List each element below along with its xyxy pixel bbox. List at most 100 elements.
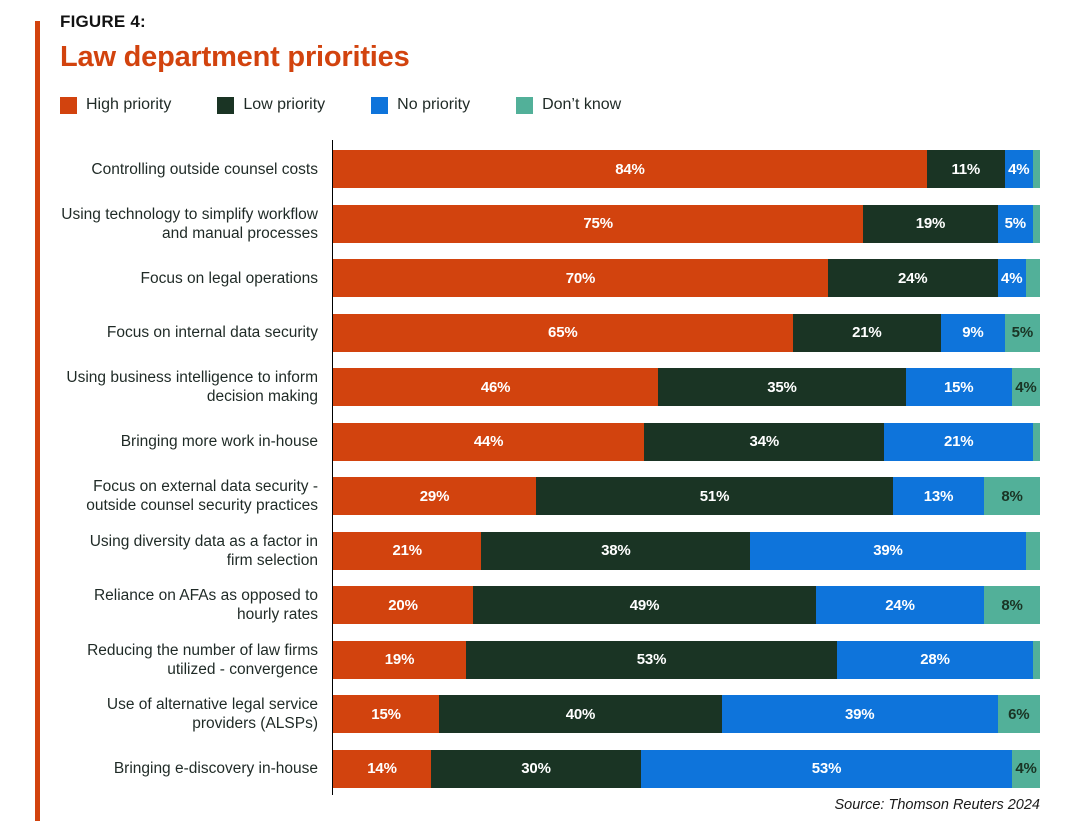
bar-track: 44% 34% 21%: [333, 422, 1040, 461]
bar-segment-no-priority: 28%: [837, 640, 1033, 679]
legend-label: Low priority: [243, 96, 326, 113]
bar-segment-no-priority: 5%: [997, 204, 1033, 243]
category-label: Focus on external data security - outsid…: [86, 478, 318, 514]
segment-value-label: 21%: [943, 433, 974, 450]
axis-line: [332, 140, 333, 795]
segment-value-label: 19%: [915, 215, 946, 232]
segment-value-label: 14%: [367, 760, 397, 777]
chart-row: Focus on legal operations 70% 24% 4%: [60, 259, 1040, 297]
segment-value-label: 4%: [1015, 378, 1037, 396]
segment-value-label: 21%: [392, 542, 423, 559]
chart-row: Bringing more work in-house 44% 34% 21%: [60, 422, 1040, 461]
bar-segment-high-priority: 21%: [333, 531, 482, 570]
category-label: Use of alternative legal service provide…: [106, 696, 318, 732]
segment-value-label: 75%: [583, 215, 613, 232]
category-label: Using business intelligence to inform de…: [66, 369, 318, 405]
accent-bar: [35, 21, 40, 821]
bar-segment-low-priority: 51%: [536, 477, 893, 515]
bar-segment-don-t-know: [1032, 204, 1040, 243]
category-label: Using technology to simplify workflow an…: [61, 205, 318, 242]
segment-value-label: 9%: [962, 324, 984, 341]
chart-row: Focus on external data security - outsid…: [60, 477, 1040, 515]
segment-value-label: 19%: [384, 651, 415, 668]
legend-item: No priority: [371, 96, 470, 114]
bar-segment-no-priority: 4%: [997, 259, 1026, 297]
bar-segment-no-priority: 53%: [641, 749, 1012, 788]
segment-value-label: 8%: [1001, 487, 1023, 505]
bar-segment-high-priority: 46%: [333, 368, 659, 406]
category-label: Reliance on AFAs as opposed to hourly ra…: [93, 587, 318, 623]
segment-value-label: 53%: [811, 760, 842, 777]
bar-segment-low-priority: 53%: [466, 640, 837, 679]
legend: High priority Low priority No priority Don’…: [60, 96, 1040, 114]
legend-swatch-icon: [217, 96, 235, 114]
segment-value-label: 35%: [767, 378, 797, 396]
category-label: Bringing e-discovery in-house: [113, 760, 318, 777]
bar-track: 20% 49% 24% 8%: [333, 586, 1040, 624]
bar-segment-low-priority: 34%: [644, 422, 885, 461]
category-label: Using diversity data as a factor in firm…: [89, 532, 318, 569]
bar-segment-don-t-know: 8%: [984, 477, 1040, 515]
category-label: Bringing more work in-house: [120, 433, 318, 450]
bar-segment-high-priority: 84%: [333, 150, 927, 188]
bar-segment-no-priority: 9%: [941, 313, 1005, 352]
segment-value-label: 49%: [629, 596, 660, 614]
bar-segment-don-t-know: 6%: [997, 695, 1040, 733]
category-label: Reducing the number of law firms utilize…: [87, 641, 318, 678]
segment-value-label: 84%: [615, 160, 645, 178]
category-label: Focus on internal data security: [106, 324, 318, 341]
segment-value-label: 28%: [920, 651, 950, 668]
bar-segment-low-priority: 19%: [863, 204, 998, 243]
bar-segment-don-t-know: [1032, 150, 1040, 188]
segment-value-label: 24%: [885, 596, 915, 614]
segment-value-label: 65%: [548, 324, 578, 341]
legend-label: Don’t know: [542, 96, 622, 113]
bar-track: 46% 35% 15% 4%: [333, 368, 1040, 406]
legend-swatch-icon: [60, 96, 77, 114]
legend-swatch-icon: [516, 96, 534, 114]
bar-track: 75% 19% 5%: [333, 204, 1040, 243]
bar-segment-don-t-know: 4%: [1012, 749, 1040, 788]
segment-value-label: 70%: [565, 269, 596, 287]
segment-value-label: 29%: [419, 487, 450, 505]
figure-title: Law department priorities: [60, 41, 410, 73]
bar-track: 14% 30% 53% 4%: [333, 749, 1040, 788]
source-note: Source: Thomson Reuters 2024: [834, 797, 1040, 813]
bar-track: 84% 11% 4%: [333, 150, 1040, 188]
segment-value-label: 34%: [749, 433, 780, 450]
bar-track: 21% 38% 39%: [333, 531, 1040, 570]
bar-segment-low-priority: 35%: [658, 368, 906, 406]
bar-track: 70% 24% 4%: [333, 259, 1040, 297]
segment-value-label: 44%: [473, 433, 504, 450]
bar-segment-low-priority: 49%: [473, 586, 816, 624]
chart-row: Using business intelligence to inform de…: [60, 368, 1040, 406]
segment-value-label: 4%: [1015, 760, 1037, 777]
bar-segment-high-priority: 65%: [333, 313, 793, 352]
legend-item: High priority: [60, 96, 171, 114]
segment-value-label: 5%: [1011, 324, 1033, 341]
chart-row: Use of alternative legal service provide…: [60, 695, 1040, 733]
segment-value-label: 40%: [565, 705, 596, 723]
bar-segment-high-priority: 15%: [333, 695, 440, 733]
bar-segment-no-priority: 39%: [721, 695, 998, 733]
bar-segment-don-t-know: 4%: [1011, 368, 1040, 406]
chart-row: Bringing e-discovery in-house 14% 30% 53% 4%: [60, 749, 1040, 788]
bar-segment-high-priority: 44%: [333, 422, 645, 461]
bar-segment-no-priority: 24%: [816, 586, 984, 624]
bar-segment-high-priority: 19%: [333, 640, 466, 679]
bar-track: 19% 53% 28%: [333, 640, 1040, 679]
bar-track: 29% 51% 13% 8%: [333, 477, 1040, 515]
bar-segment-low-priority: 24%: [827, 259, 998, 297]
figure-kicker: FIGURE 4:: [60, 12, 146, 31]
bar-segment-don-t-know: [1033, 640, 1040, 679]
legend-label: No priority: [397, 96, 471, 113]
bar-segment-no-priority: 21%: [884, 422, 1033, 461]
segment-value-label: 5%: [1004, 215, 1026, 232]
bar-segment-don-t-know: 8%: [984, 586, 1040, 624]
segment-value-label: 4%: [1001, 269, 1023, 287]
chart-row: Using technology to simplify workflow an…: [60, 204, 1040, 243]
legend-swatch-icon: [371, 96, 389, 114]
segment-value-label: 21%: [852, 324, 882, 341]
stacked-bar-chart: Controlling outside counsel costs 84% 11% 4…: [60, 140, 1040, 795]
bar-segment-no-priority: 39%: [750, 531, 1026, 570]
